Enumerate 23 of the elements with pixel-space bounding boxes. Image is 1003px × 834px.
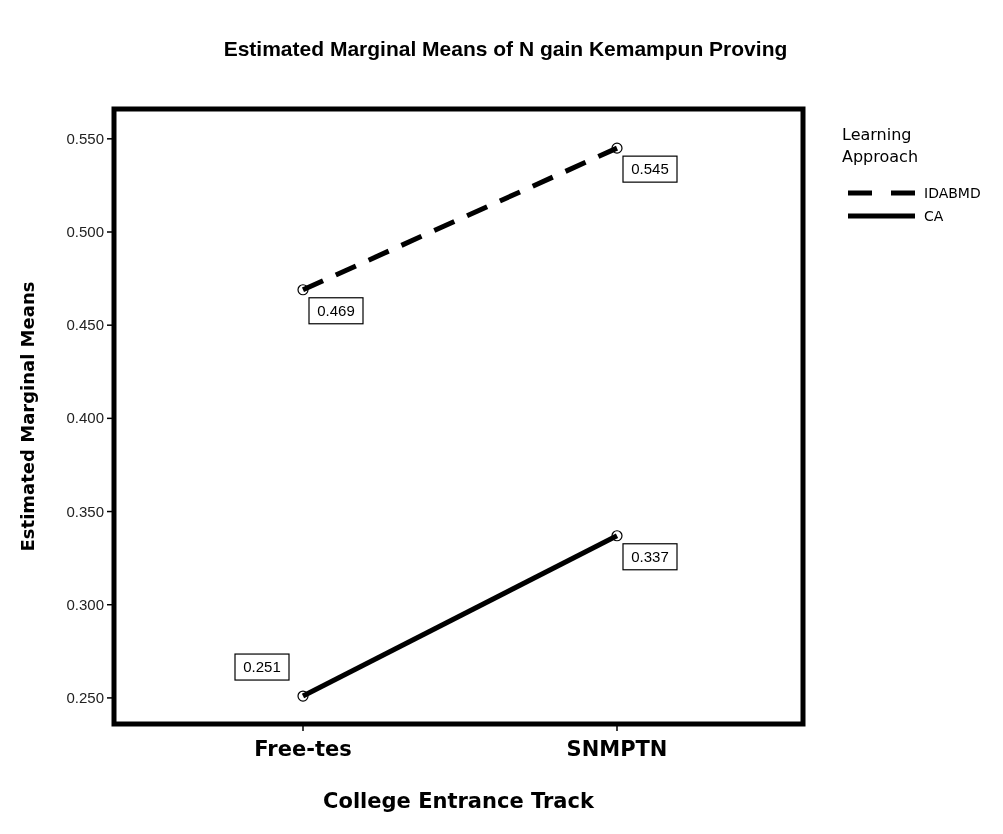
legend-title: Learning Approach bbox=[842, 125, 919, 166]
y-axis-title: Estimated Marginal Means bbox=[17, 281, 38, 552]
x-axis-title: College Entrance Track bbox=[323, 789, 595, 813]
y-tick-label: 0.250 bbox=[66, 688, 104, 706]
data-label: 0.545 bbox=[631, 160, 669, 178]
y-tick-label: 0.550 bbox=[66, 129, 104, 147]
point bbox=[297, 690, 309, 702]
x-tick-label: SNMPTN bbox=[566, 737, 668, 761]
legend-label: CA bbox=[924, 208, 944, 224]
y-tick-label: 0.500 bbox=[66, 223, 104, 240]
data-label: 0.337 bbox=[631, 547, 669, 565]
point bbox=[611, 530, 623, 542]
point bbox=[297, 284, 309, 296]
legend-label: IDABMD bbox=[924, 185, 981, 201]
y-tick-label: 0.350 bbox=[66, 502, 104, 520]
y-tick-label: 0.400 bbox=[66, 409, 104, 427]
y-tick-label: 0.300 bbox=[66, 595, 104, 613]
y-tick-label: 0.450 bbox=[66, 316, 104, 334]
point bbox=[611, 142, 623, 154]
data-label: 0.251 bbox=[243, 658, 281, 676]
chart-title: Estimated Marginal Means of N gain Kemampun Proving bbox=[223, 37, 788, 60]
x-tick-label: Free-tes bbox=[254, 737, 352, 761]
data-label: 0.469 bbox=[317, 301, 355, 319]
